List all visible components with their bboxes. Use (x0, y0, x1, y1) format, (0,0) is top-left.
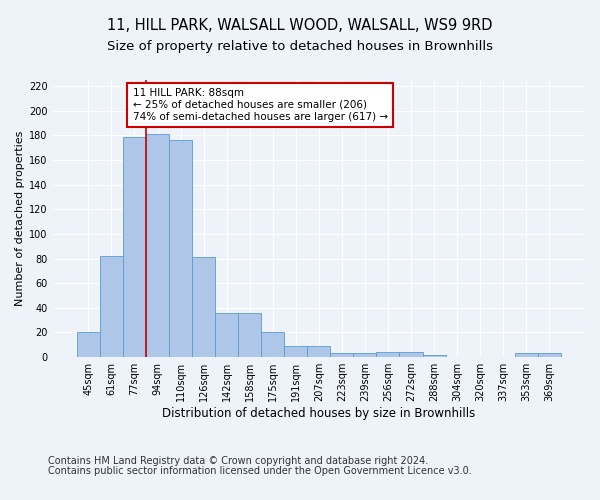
Text: 11, HILL PARK, WALSALL WOOD, WALSALL, WS9 9RD: 11, HILL PARK, WALSALL WOOD, WALSALL, WS… (107, 18, 493, 32)
Bar (123, 136, 146, 357)
Bar (422, 354, 446, 357)
Bar (215, 313, 238, 357)
Bar (307, 346, 331, 357)
Text: Contains HM Land Registry data © Crown copyright and database right 2024.: Contains HM Land Registry data © Crown c… (48, 456, 428, 466)
Bar (353, 354, 376, 357)
Bar (538, 354, 561, 357)
Bar (261, 332, 284, 357)
X-axis label: Distribution of detached houses by size in Brownhills: Distribution of detached houses by size … (162, 407, 475, 420)
Bar (376, 352, 400, 357)
Bar (284, 346, 307, 357)
Bar (238, 313, 261, 357)
Bar (169, 140, 192, 357)
Bar (100, 256, 123, 357)
Bar (515, 354, 538, 357)
Text: Size of property relative to detached houses in Brownhills: Size of property relative to detached ho… (107, 40, 493, 53)
Bar (146, 134, 169, 357)
Bar (192, 258, 215, 357)
Bar (77, 332, 100, 357)
Bar (331, 354, 353, 357)
Y-axis label: Number of detached properties: Number of detached properties (15, 131, 25, 306)
Text: Contains public sector information licensed under the Open Government Licence v3: Contains public sector information licen… (48, 466, 472, 476)
Text: 11 HILL PARK: 88sqm
← 25% of detached houses are smaller (206)
74% of semi-detac: 11 HILL PARK: 88sqm ← 25% of detached ho… (133, 88, 388, 122)
Bar (400, 352, 422, 357)
